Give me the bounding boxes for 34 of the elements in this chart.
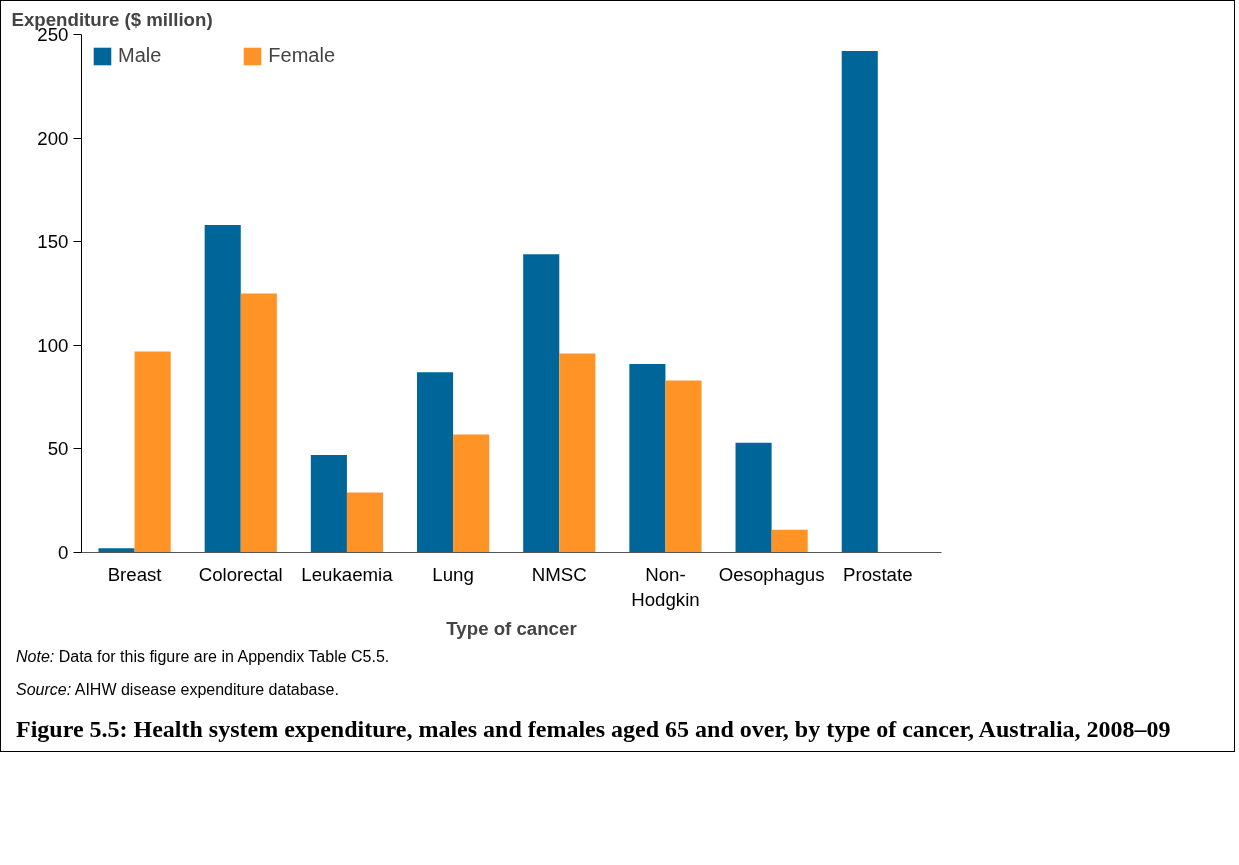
legend-label: Female [268,44,336,67]
bar [629,363,666,553]
bar [346,492,384,553]
x-tick-label: Prostate [843,563,913,585]
legend-label: Male [118,44,162,67]
bar [240,293,277,553]
bar [841,51,878,553]
y-tick-label: 0 [58,542,69,563]
bar [453,434,490,553]
x-tick-label: Colorectal [198,563,283,585]
x-tick-label: NMSC [531,563,587,585]
x-tick-label: Lung [432,563,474,585]
x-axis-title: Type of cancer [446,617,577,639]
y-tick-label: 50 [47,438,69,460]
bar [559,353,596,553]
bar [310,455,347,553]
bar [98,548,135,553]
bar [735,442,772,553]
x-tick-label: Breast [107,563,163,585]
bar [665,380,702,553]
bar [771,529,808,553]
source-note: Source: AIHW disease expenditure database. [16,679,339,700]
y-tick-label: 100 [37,334,69,356]
bar [204,225,241,553]
x-tick-label: Leukaemia [301,563,394,585]
y-tick-label: 200 [37,127,69,149]
x-tick-label: Oesophagus [718,563,825,585]
text: Note: Data for this figure are in Appendix Table C5.5. [16,647,390,667]
bar [523,254,560,553]
x-tick-label: Non- Hodgkin [631,563,700,610]
bar [134,351,171,553]
text: Figure 5.5: Health system expenditure, males and females aged 65 and over, by type of cancer, Australia, 2008–09 [16,714,1171,744]
y-tick-label: 150 [37,231,69,253]
bar [417,372,454,553]
